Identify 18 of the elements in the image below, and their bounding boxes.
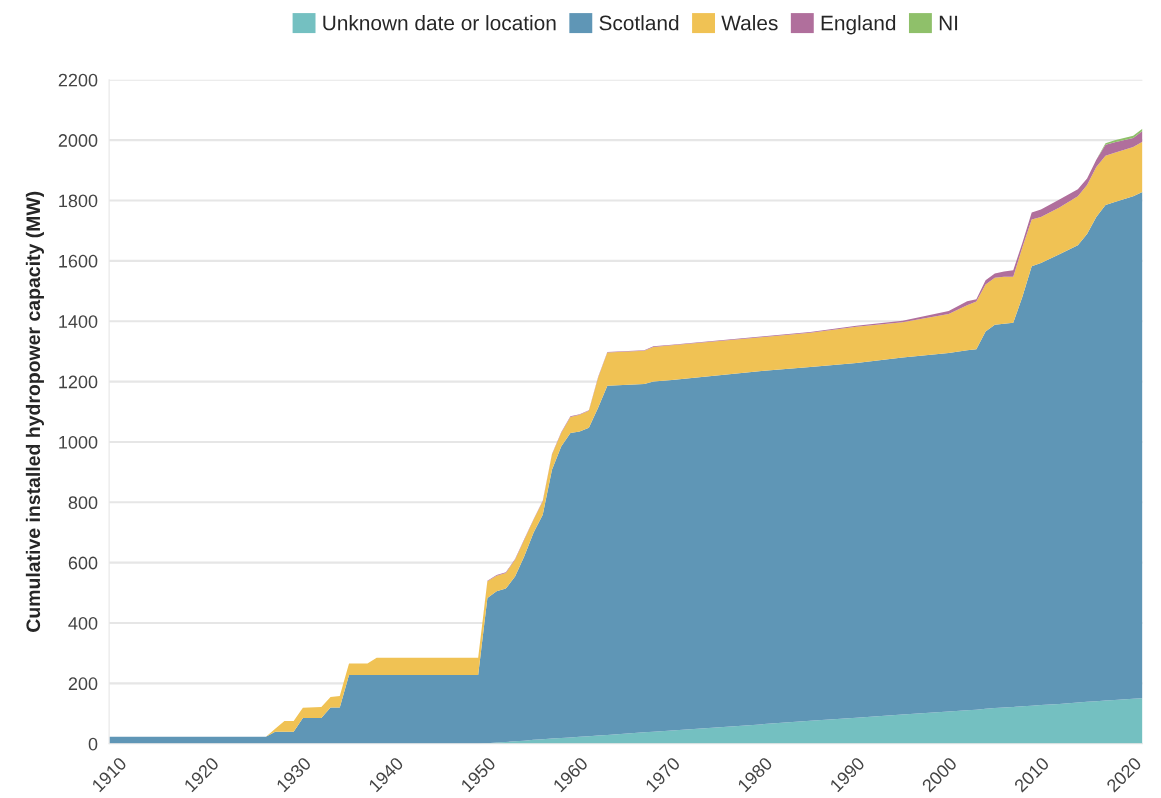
y-tick-label: 800: [68, 496, 98, 510]
y-tick-label: 1600: [59, 254, 98, 268]
y-tick-label: 1800: [59, 194, 98, 208]
y-tick-label: 400: [68, 616, 98, 630]
legend-label: Wales: [721, 15, 778, 31]
y-axis-title: Cumulative installed hydropower capacity (MW): [25, 191, 44, 632]
y-tick-label: 2200: [58, 73, 98, 87]
y-tick-label: 200: [68, 677, 98, 691]
y-tick-label: 1000: [59, 435, 98, 449]
y-tick-label: 600: [68, 556, 98, 570]
y-tick-label: 1400: [59, 315, 98, 328]
legend-label: Scotland: [599, 15, 679, 31]
y-tick-label: 1200: [59, 375, 98, 389]
y-tick-label: 0: [88, 737, 98, 751]
y-tick-label: 2000: [58, 134, 98, 147]
legend-label: England: [821, 15, 896, 35]
legend-label: NI: [939, 15, 958, 31]
legend-label: Unknown date or location: [323, 15, 556, 31]
